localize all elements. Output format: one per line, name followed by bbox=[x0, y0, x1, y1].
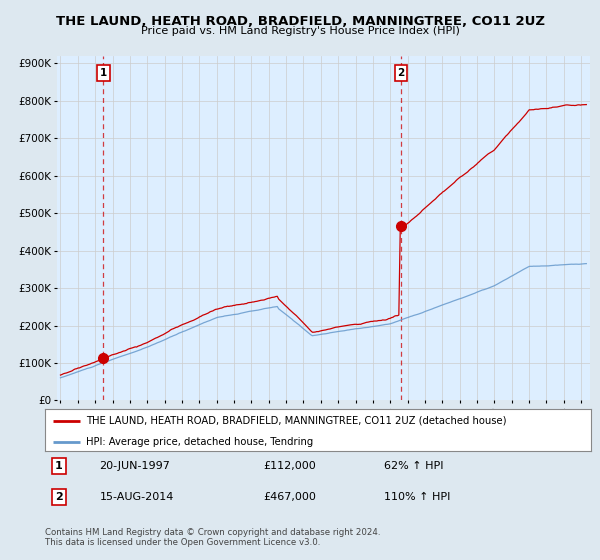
Text: 20-JUN-1997: 20-JUN-1997 bbox=[100, 461, 170, 471]
Text: THE LAUND, HEATH ROAD, BRADFIELD, MANNINGTREE, CO11 2UZ (detached house): THE LAUND, HEATH ROAD, BRADFIELD, MANNIN… bbox=[86, 416, 506, 426]
Text: Price paid vs. HM Land Registry's House Price Index (HPI): Price paid vs. HM Land Registry's House … bbox=[140, 26, 460, 36]
Text: 15-AUG-2014: 15-AUG-2014 bbox=[100, 492, 174, 502]
Text: HPI: Average price, detached house, Tendring: HPI: Average price, detached house, Tend… bbox=[86, 437, 313, 446]
Text: 110% ↑ HPI: 110% ↑ HPI bbox=[383, 492, 450, 502]
Text: 1: 1 bbox=[100, 68, 107, 78]
Text: £112,000: £112,000 bbox=[263, 461, 316, 471]
Text: 2: 2 bbox=[397, 68, 404, 78]
Text: THE LAUND, HEATH ROAD, BRADFIELD, MANNINGTREE, CO11 2UZ: THE LAUND, HEATH ROAD, BRADFIELD, MANNIN… bbox=[56, 15, 545, 28]
Text: £467,000: £467,000 bbox=[263, 492, 316, 502]
Text: 1: 1 bbox=[55, 461, 62, 471]
Text: 2: 2 bbox=[55, 492, 62, 502]
Text: Contains HM Land Registry data © Crown copyright and database right 2024.
This d: Contains HM Land Registry data © Crown c… bbox=[45, 528, 380, 547]
Text: 62% ↑ HPI: 62% ↑ HPI bbox=[383, 461, 443, 471]
